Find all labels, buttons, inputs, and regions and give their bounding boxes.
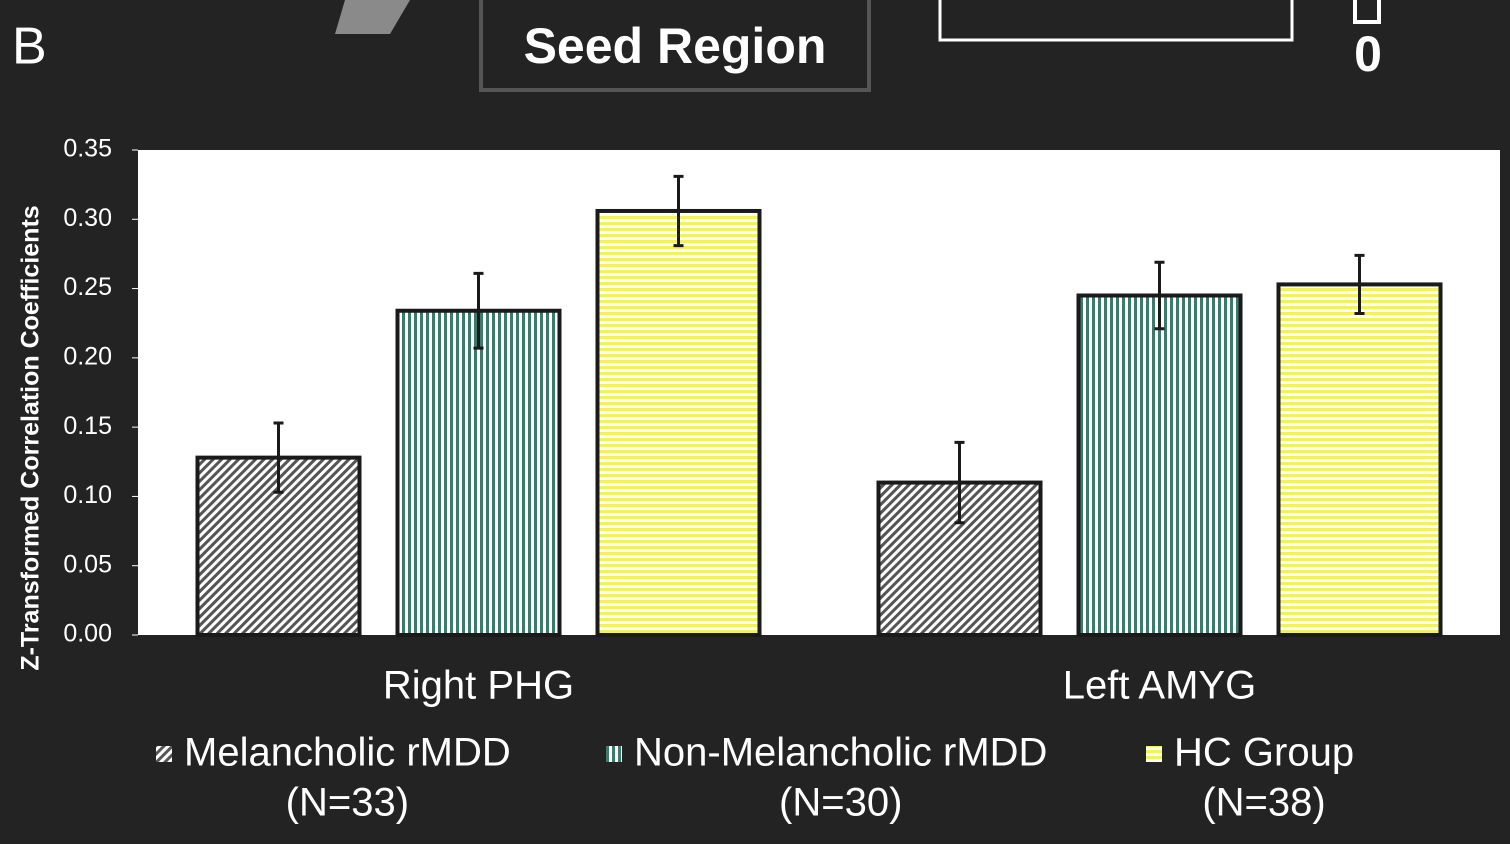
y-tick-label: 0.05 — [63, 550, 112, 578]
y-tick-label: 0.00 — [63, 620, 112, 648]
y-tick-label: 0.20 — [63, 342, 112, 370]
page: B Seed Region 0 Z-Transformed Correlatio… — [0, 0, 1510, 844]
legend-label: Melancholic rMDD — [184, 731, 511, 775]
x-tick-label: Right PHG — [383, 664, 574, 708]
bar — [1279, 284, 1441, 635]
bar — [1079, 296, 1241, 636]
y-tick-label: 0.25 — [63, 273, 112, 301]
panel-label: B — [12, 18, 47, 76]
legend-n-label: (N=30) — [779, 781, 902, 825]
legend-n-label: (N=33) — [286, 781, 409, 825]
y-tick-label: 0.30 — [63, 204, 112, 232]
legend-swatch — [1146, 746, 1162, 762]
seed-region-label: Seed Region — [524, 18, 827, 74]
legend-label: HC Group — [1174, 731, 1354, 775]
legend-swatch — [156, 746, 172, 762]
y-tick-label: 0.15 — [63, 412, 112, 440]
scale-label: 0 — [1354, 26, 1382, 82]
legend-n-label: (N=38) — [1202, 781, 1325, 825]
chart: B Seed Region 0 Z-Transformed Correlatio… — [0, 0, 1510, 844]
y-tick-label: 0.10 — [63, 481, 112, 509]
y-axis-label: Z-Transformed Correlation Coefficients — [17, 205, 45, 670]
bar — [398, 311, 560, 635]
y-tick-label: 0.35 — [63, 135, 112, 163]
bar — [598, 211, 760, 635]
legend-label: Non-Melancholic rMDD — [634, 731, 1047, 775]
legend-swatch — [606, 746, 622, 762]
x-tick-label: Left AMYG — [1063, 664, 1256, 708]
